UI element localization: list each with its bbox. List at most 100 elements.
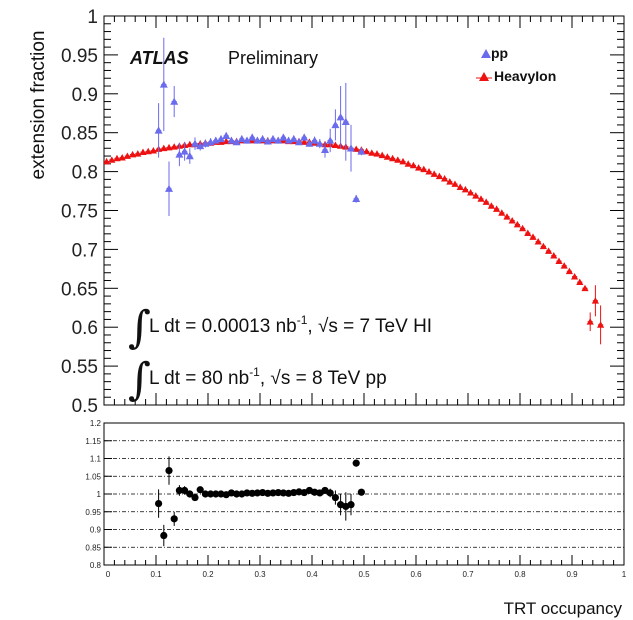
- legend: pp HeavyIon: [476, 45, 556, 84]
- heavyion-point: [425, 168, 433, 175]
- ratio-x-tick-label: 0.3: [254, 570, 266, 579]
- pp-point: [295, 138, 303, 146]
- ratio-data-points: [155, 456, 365, 547]
- preliminary-label: Preliminary: [228, 48, 318, 68]
- ratio-point: [357, 488, 365, 496]
- pp-point: [175, 150, 184, 158]
- heavyion-point: [363, 147, 371, 155]
- pp-point: [289, 134, 298, 143]
- ratio-y-ticks: 1.2 1.15 1.1 1.05 1 0.95 0.9 0.85 0.8: [85, 419, 112, 570]
- top-y-ticks: 1 0.95 0.9 0.85 0.8 0.75 0.7 0.65 0.6 0.55 0.5: [61, 7, 624, 417]
- heavyion-point: [560, 262, 568, 269]
- top-data-points: [104, 37, 605, 345]
- y-tick-label: 0.75: [61, 202, 98, 223]
- ratio-point: [347, 501, 355, 509]
- ratio-point: [264, 489, 272, 497]
- ratio-point: [160, 531, 168, 540]
- pp-point: [258, 134, 267, 143]
- heavyion-point: [524, 229, 532, 236]
- ratio-point: [181, 486, 189, 495]
- ratio-point: [186, 490, 194, 498]
- ratio-point: [331, 493, 339, 502]
- y-tick-label: 0.7: [72, 240, 98, 261]
- ratio-y-tick-label: 0.9: [90, 526, 102, 535]
- pp-point: [185, 152, 194, 160]
- ratio-point: [212, 490, 220, 498]
- pp-point: [191, 139, 199, 147]
- heavyion-point: [581, 284, 589, 292]
- top-panel: extension fraction 1 0.95 0.9 0.85 0.8 0.75 0.…: [28, 7, 625, 417]
- heavyion-point: [571, 273, 579, 280]
- heavyion-point: [378, 151, 386, 159]
- pp-point: [243, 136, 251, 144]
- heavyion-point: [545, 247, 553, 254]
- pp-point: [315, 139, 324, 147]
- ratio-point: [165, 466, 173, 475]
- pp-point: [274, 136, 283, 144]
- annotation-hi: ∫ L dt = 0.00013 nb-1, √s = 7 TeV HI L d…: [128, 302, 432, 405]
- ratio-x-tick-label: 0.6: [410, 570, 422, 579]
- ratio-point: [233, 490, 241, 498]
- pp-point: [232, 138, 241, 146]
- heavyion-point: [399, 157, 407, 165]
- pp-point: [300, 133, 309, 141]
- ratio-x-tick-label: 0.2: [202, 570, 214, 579]
- heavyion-point: [467, 189, 475, 196]
- pp-point: [347, 144, 355, 152]
- heavyion-point: [186, 140, 194, 148]
- heavyion-point: [565, 267, 573, 275]
- ratio-point: [243, 489, 251, 497]
- ratio-y-tick-label: 1.2: [90, 419, 102, 428]
- ratio-point: [191, 493, 199, 502]
- ratio-point: [170, 515, 178, 523]
- heavyion-point: [144, 147, 152, 155]
- pp-point: [154, 126, 163, 134]
- heavyion-point: [519, 224, 527, 232]
- top-x-ticks: [103, 16, 625, 405]
- ratio-y-tick-label: 1.1: [90, 455, 102, 464]
- heavyion-point: [415, 164, 423, 171]
- heavyion-point: [456, 183, 464, 191]
- pp-point: [227, 136, 236, 144]
- y-axis-label: extension fraction: [28, 31, 49, 180]
- ratio-point: [196, 486, 204, 494]
- annotation-hi-text: L dt = 0.00013 nb-1, √s = 7 TeV HI: [149, 313, 432, 337]
- heavyion-point: [170, 143, 178, 150]
- ratio-y-tick-label: 0.95: [85, 508, 101, 517]
- ratio-point: [253, 489, 261, 497]
- heavyion-point: [555, 257, 563, 264]
- ratio-point: [352, 459, 360, 467]
- heavyion-point: [597, 321, 605, 328]
- legend-label-heavyion: HeavyIon: [494, 68, 556, 84]
- pp-point: [357, 147, 366, 155]
- ratio-gridlines: [104, 440, 624, 548]
- heavyion-point: [477, 195, 485, 202]
- ratio-point: [207, 490, 215, 498]
- pp-point: [180, 147, 189, 155]
- pp-point: [305, 139, 314, 147]
- pp-point: [159, 80, 168, 88]
- heavyion-point: [165, 143, 173, 151]
- heavyion-point: [352, 145, 360, 152]
- heavyion-point: [529, 233, 537, 240]
- heavyion-point: [472, 192, 480, 199]
- ratio-x-tick-label: 0.7: [462, 570, 474, 579]
- heavyion-point: [534, 238, 542, 245]
- heavyion-point: [420, 165, 428, 173]
- integral-symbol-pp: ∫: [128, 354, 151, 405]
- ratio-panel: 1.2 1.15 1.1 1.05 1 0.95 0.9 0.85 0.8 0 0.1 0.2 0.3…: [85, 419, 626, 618]
- annotation-pp-text: L dt = 80 nb-1, √s = 8 TeV pp: [149, 365, 387, 389]
- ratio-x-tick-label: 0: [106, 570, 111, 579]
- pp-point: [263, 137, 272, 145]
- ratio-point: [279, 489, 287, 497]
- heavyion-point: [446, 178, 454, 185]
- ratio-x-ticks: 0 0.1 0.2 0.3 0.4 0.5 0.6 0.7 0.8 0.9 1: [103, 555, 627, 579]
- ratio-point: [155, 499, 163, 508]
- heavyion-point: [482, 198, 490, 205]
- integral-symbol-hi: ∫: [128, 302, 151, 353]
- heavyion-point: [113, 154, 121, 162]
- y-tick-label: 0.95: [61, 46, 98, 67]
- ratio-point: [201, 490, 209, 498]
- heavyion-point: [487, 202, 495, 209]
- ratio-point: [175, 486, 183, 495]
